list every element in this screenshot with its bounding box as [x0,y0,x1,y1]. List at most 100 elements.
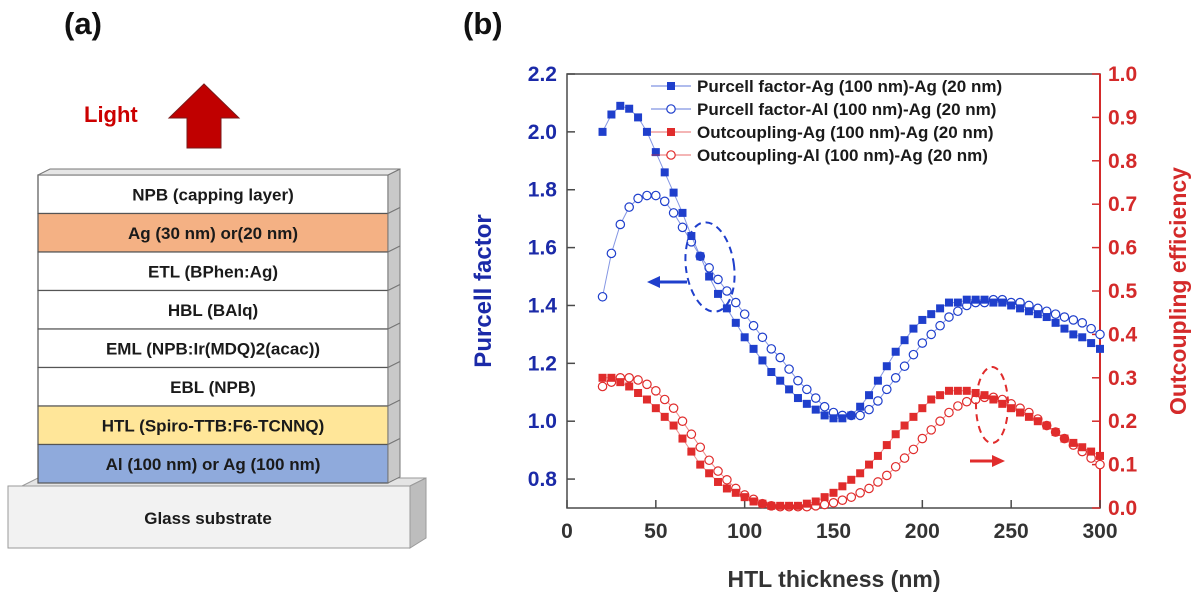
data-point [616,378,625,387]
chart-panel: (b) 0 50 100 150 200 250 300 0.8 1.0 1.2 1.4 1.6 1.8… [463,6,1191,592]
data-point [917,338,928,348]
layer-side [387,168,401,215]
legend-label: Outcoupling-Ag (100 nm)-Ag (20 nm) [697,123,994,142]
data-point [776,376,785,385]
data-point [597,381,608,392]
device-stack-panel: (a) Light Glass substrate NPB (capping l… [7,6,427,549]
data-point [935,416,945,426]
data-point [616,101,625,110]
data-point [1060,434,1069,443]
data-point [757,332,768,343]
y-left-tick-label: 1.2 [528,352,557,375]
data-point [660,412,669,421]
data-point [598,127,607,136]
data-point [749,344,758,353]
data-point [873,451,882,460]
data-point [766,344,777,354]
layer-label: EBL (NPB) [170,378,256,397]
annotation-ellipse-left [684,221,736,313]
data-point [748,320,759,331]
data-point [908,444,919,455]
data-point [881,384,892,395]
data-point [810,393,821,403]
layer-box [37,289,389,330]
data-point [864,404,874,415]
x-tick-label: 300 [1082,520,1117,543]
x-tick-label: 0 [561,520,573,543]
data-point [704,455,714,466]
data-point [749,497,758,506]
data-point [900,336,909,345]
annotation-right [970,366,1009,467]
data-point [909,324,918,333]
y-right-tick-label: 0.0 [1108,497,1137,520]
data-point [606,248,617,259]
y-left-tick-label: 1.8 [528,179,558,202]
data-point [900,421,909,430]
data-point [767,368,776,377]
data-point [784,364,794,374]
data-point [829,414,838,423]
layer-side [387,437,401,484]
data-point [731,318,740,327]
data-point [908,349,919,360]
data-point [677,222,688,233]
data-point [625,104,634,113]
layer-side [387,283,401,330]
layer-side [387,245,401,292]
data-point [927,310,936,319]
data-point [899,361,910,372]
data-point [1096,344,1104,353]
data-point [998,399,1007,408]
legend-marker [667,128,675,136]
legend-marker [666,150,676,160]
data-point [785,385,794,394]
data-point [1042,313,1051,322]
data-point [856,402,865,411]
data-point [1059,312,1070,322]
series-line [602,377,1101,507]
data-point [651,386,661,396]
layer-box [37,366,389,407]
data-point [1007,404,1016,413]
data-point [891,430,900,439]
layer-7: Al (100 nm) or Ag (100 nm) [37,437,401,484]
y-right-tick-label: 0.9 [1108,106,1137,129]
y-left-tick-label: 0.8 [528,468,558,491]
x-tick-label: 150 [816,520,851,543]
data-point [740,333,749,342]
data-point [633,375,643,385]
data-point [962,386,971,395]
data-point [696,460,705,469]
data-point [714,477,723,486]
y-right-tick-label: 0.1 [1108,454,1138,477]
data-point [687,447,696,456]
data-point [953,401,963,411]
layer-label: EML (NPB:Ir(MDQ)2(acac)) [106,339,320,358]
data-point [607,373,616,382]
data-point [1069,438,1078,447]
legend-item: Outcoupling-Ag (100 nm)-Ag (20 nm) [651,123,994,142]
data-point [705,272,714,281]
data-point [802,499,811,508]
data-point [1077,318,1088,328]
data-point [828,497,839,508]
data-point [944,298,953,307]
series-0 [598,101,1104,423]
y-left-tick-label: 2.2 [528,63,557,86]
data-point [668,208,679,218]
data-point [971,295,980,304]
data-point [722,304,731,313]
light-arrow-icon [167,83,241,149]
data-point [740,493,749,502]
light-label: Light [84,102,138,127]
data-point [1033,417,1042,426]
series-1 [597,190,1105,421]
legend: Purcell factor-Ag (100 nm)-Ag (20 nm) Pur… [651,77,1002,165]
data-point [793,375,803,386]
data-point [989,395,998,404]
data-point [1060,324,1069,333]
data-point [838,482,847,491]
data-point [739,309,750,319]
layer-label: ETL (BPhen:Ag) [148,262,278,281]
